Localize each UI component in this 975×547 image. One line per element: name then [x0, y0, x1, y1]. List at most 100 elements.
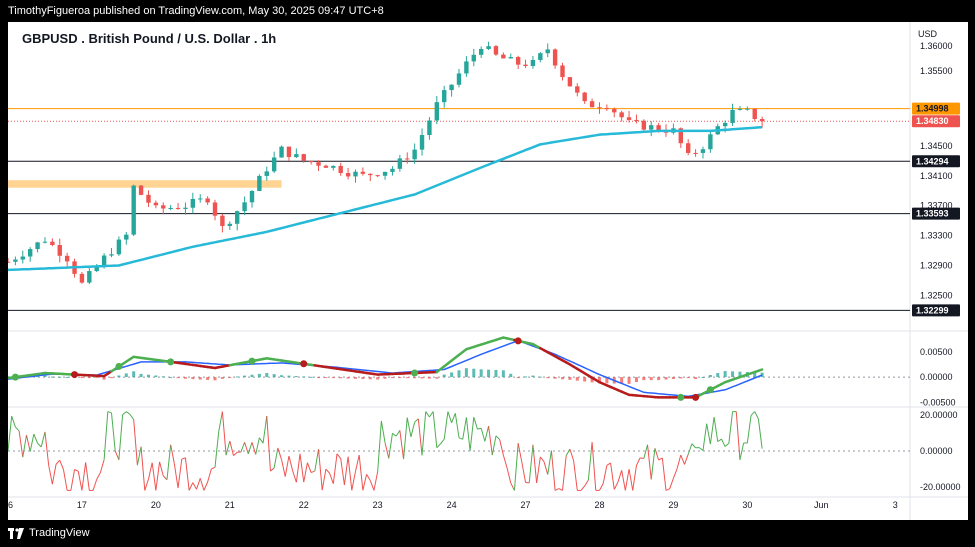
- osc-line-segment: [757, 419, 763, 449]
- macd-histogram-bar: [124, 373, 128, 378]
- level-badge-label: 1.34830: [916, 116, 949, 126]
- macd-histogram-bar: [198, 377, 202, 380]
- candle-body: [124, 234, 129, 240]
- x-tick-label: 27: [521, 500, 531, 510]
- osc-line-segment: [488, 426, 493, 456]
- osc-line-segment: [92, 479, 98, 491]
- osc-line-segment: [388, 433, 393, 459]
- osc-line-segment: [221, 411, 227, 456]
- osc-line-segment: [33, 433, 39, 444]
- osc-line-segment: [462, 417, 467, 440]
- osc-line-segment: [624, 469, 630, 491]
- osc-line-segment: [11, 416, 16, 428]
- level-badge: [912, 155, 960, 168]
- macd-cross-dot: [411, 369, 419, 377]
- macd-line-segment: [757, 368, 764, 373]
- candle-body: [323, 165, 329, 168]
- candle-body: [656, 125, 661, 131]
- candle-body: [242, 202, 247, 212]
- macd-histogram-bar: [753, 372, 757, 378]
- osc-line-segment: [754, 411, 759, 420]
- candle-body: [175, 207, 181, 209]
- macd-histogram-bar: [398, 377, 402, 379]
- candle-body: [700, 149, 706, 153]
- osc-line-segment: [99, 459, 105, 473]
- osc-line-segment: [454, 413, 460, 438]
- osc-line-segment: [181, 457, 186, 460]
- macd-histogram-bar: [561, 377, 565, 380]
- candle-body: [501, 54, 506, 59]
- footer: TradingView: [0, 520, 975, 547]
- osc-line-segment: [661, 457, 667, 491]
- macd-histogram-bar: [575, 377, 579, 381]
- osc-line-segment: [584, 479, 589, 487]
- osc-line-segment: [336, 453, 342, 459]
- tradingview-logo-icon: [8, 527, 24, 539]
- level-badge: [912, 304, 960, 317]
- macd-histogram-bar: [368, 377, 372, 380]
- osc-line-segment: [513, 443, 519, 491]
- candle-body: [271, 157, 277, 172]
- candle-body: [27, 249, 33, 257]
- osc-line-segment: [159, 461, 164, 476]
- osc-line-segment: [591, 442, 597, 491]
- candle-body: [8, 261, 11, 263]
- macd-histogram-bar: [110, 377, 114, 379]
- osc-line-segment: [251, 442, 257, 455]
- macd-histogram-bar: [331, 377, 335, 379]
- chart-area[interactable]: USD 1.36000 1.35500 1.34500 1.34100 1.33700 1.…: [8, 22, 968, 520]
- tradingview-logo[interactable]: TradingView: [8, 527, 90, 539]
- osc-line-segment: [484, 425, 490, 442]
- osc-line-segment: [48, 465, 53, 485]
- macd-histogram-bar: [243, 375, 247, 378]
- candle-body: [101, 255, 107, 267]
- macd-histogram-bar: [464, 368, 468, 378]
- macd-histogram-bar: [479, 369, 483, 378]
- candle-body: [759, 119, 765, 122]
- osc-line-segment: [77, 471, 83, 491]
- macd-histogram-bar: [701, 376, 705, 378]
- macd-histogram-bar: [117, 375, 121, 378]
- candle-body: [42, 241, 48, 243]
- osc-line-segment: [184, 457, 190, 491]
- osc-line-segment: [495, 435, 501, 440]
- macd-histogram-bar: [206, 377, 210, 380]
- level-badge-label: 1.32299: [916, 305, 949, 315]
- macd-cross-dot: [11, 373, 19, 381]
- osc-line-segment: [480, 428, 486, 442]
- candle-body: [567, 77, 573, 87]
- candle-body: [183, 207, 188, 209]
- y-tick-label: 1.32900: [920, 260, 953, 270]
- candle-body: [745, 108, 750, 110]
- osc-line-segment: [377, 420, 382, 472]
- osc-line-segment: [129, 414, 135, 420]
- candle-body: [434, 102, 440, 121]
- macd-histogram-bar: [686, 377, 690, 379]
- candle-body: [198, 198, 203, 200]
- macd-histogram-bar: [634, 377, 638, 383]
- candle-body: [345, 173, 351, 177]
- macd-histogram-bar: [361, 377, 365, 380]
- candle-body: [220, 215, 225, 226]
- osc-line-segment: [717, 438, 722, 443]
- candle-body: [331, 165, 336, 168]
- osc-line-segment: [207, 468, 212, 483]
- osc-line-segment: [643, 444, 649, 459]
- macd-histogram-bar: [235, 376, 239, 378]
- osc-line-segment: [347, 456, 353, 491]
- osc-line-segment: [698, 447, 704, 451]
- candle-body: [722, 122, 728, 127]
- chart-svg[interactable]: USD1.360001.355001.345001.341001.337001.…: [8, 22, 968, 520]
- candle-body: [131, 185, 136, 235]
- osc-line-segment: [18, 430, 24, 458]
- macd-histogram-bar: [620, 377, 624, 384]
- macd-histogram-bar: [43, 375, 47, 378]
- osc-line-segment: [606, 462, 611, 466]
- macd-cross-dot: [692, 393, 700, 401]
- candle-body: [626, 117, 632, 120]
- x-tick-label: 28: [594, 500, 604, 510]
- candle-body: [35, 242, 40, 250]
- macd-cross-dot: [677, 393, 685, 401]
- osc-line-segment: [465, 417, 471, 451]
- macd-histogram-bar: [383, 377, 387, 379]
